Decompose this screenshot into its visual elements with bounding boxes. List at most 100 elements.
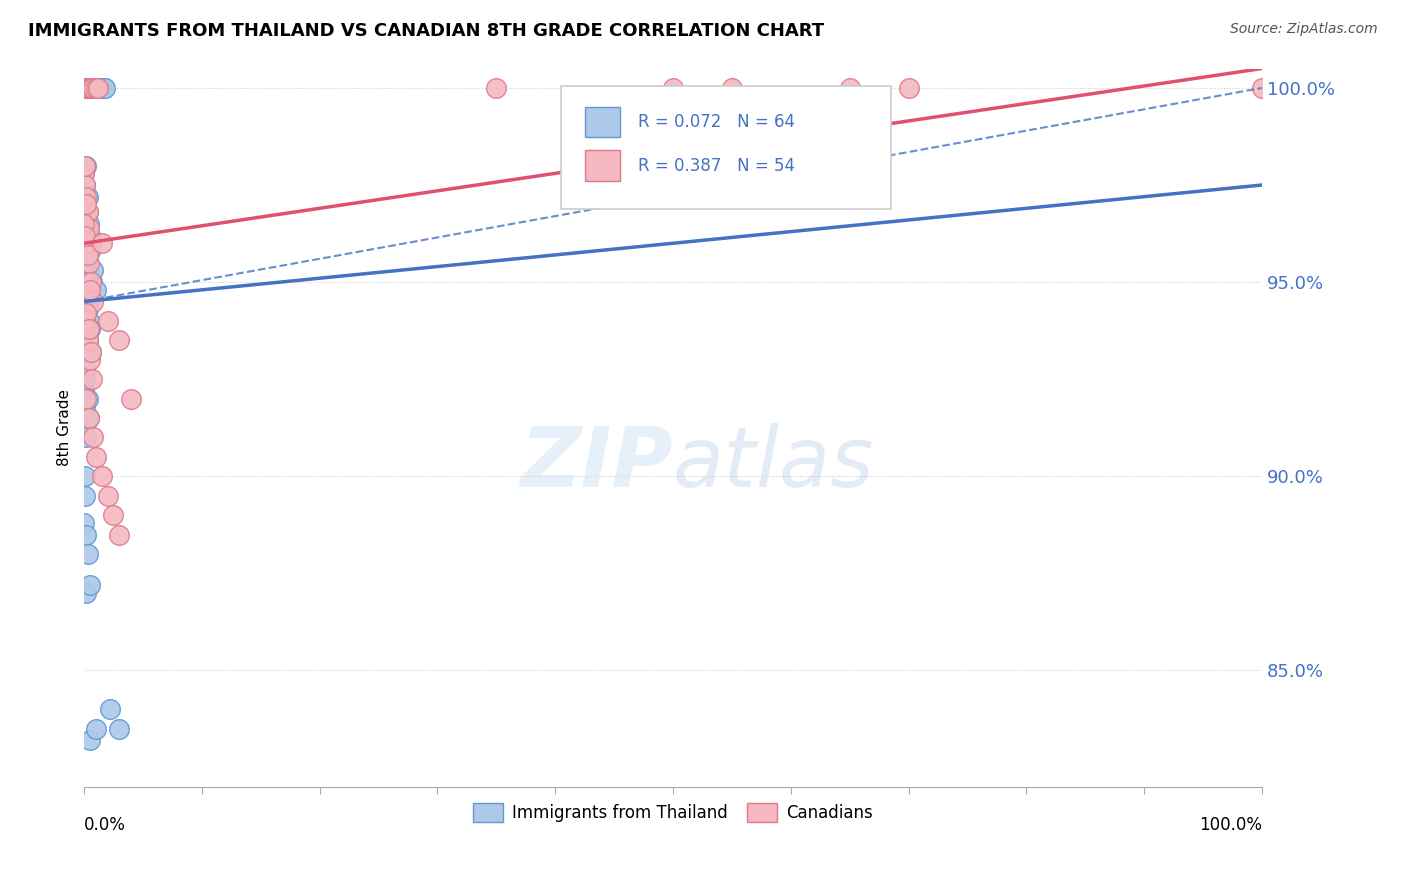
Point <box>76 81 98 95</box>
Point <box>76 334 98 348</box>
Point <box>76 302 98 317</box>
Point <box>79 244 101 258</box>
Point <box>91 81 114 95</box>
Point <box>80 81 103 95</box>
Text: ZIP: ZIP <box>520 423 673 504</box>
Point <box>87 81 110 95</box>
Point <box>108 334 131 348</box>
Point <box>75 178 97 192</box>
Point <box>73 166 96 180</box>
Point <box>90 236 112 251</box>
Point <box>75 255 97 269</box>
Point <box>73 81 96 95</box>
Point <box>75 415 97 429</box>
Point <box>662 81 685 95</box>
Point <box>79 81 101 95</box>
Point <box>79 733 101 747</box>
Point <box>75 255 97 269</box>
Point <box>80 236 103 251</box>
Point <box>75 283 97 297</box>
Point <box>73 384 96 398</box>
Point <box>75 469 97 483</box>
Point <box>75 360 97 375</box>
Point <box>84 81 107 95</box>
Point <box>76 205 98 219</box>
Point <box>73 294 96 309</box>
Point <box>77 81 100 95</box>
Point <box>103 508 125 522</box>
Point <box>82 294 104 309</box>
Point <box>108 527 131 541</box>
Point <box>76 189 98 203</box>
Point <box>76 205 98 219</box>
Point <box>120 392 142 406</box>
Point <box>75 159 97 173</box>
Point <box>80 345 103 359</box>
Point <box>75 430 97 444</box>
Point <box>485 81 508 95</box>
Point <box>86 81 108 95</box>
Point <box>721 81 744 95</box>
FancyBboxPatch shape <box>561 87 891 209</box>
Point <box>80 275 103 289</box>
Point <box>93 81 115 95</box>
Text: 0.0%: 0.0% <box>84 815 127 834</box>
Point <box>82 372 104 386</box>
Text: atlas: atlas <box>673 423 875 504</box>
Point <box>87 81 110 95</box>
Point <box>75 527 97 541</box>
Point <box>73 217 96 231</box>
Point <box>77 321 100 335</box>
Text: 100.0%: 100.0% <box>1199 815 1263 834</box>
Point <box>79 228 101 243</box>
Point <box>96 314 118 328</box>
Legend: Immigrants from Thailand, Canadians: Immigrants from Thailand, Canadians <box>467 797 879 829</box>
Point <box>77 411 100 425</box>
Point <box>75 400 97 414</box>
Point <box>79 236 101 251</box>
Point <box>96 489 118 503</box>
Point <box>76 248 98 262</box>
Point <box>77 81 100 95</box>
Point <box>75 228 97 243</box>
Point <box>77 217 100 231</box>
Point <box>75 197 97 211</box>
Point <box>897 81 920 95</box>
Point <box>79 578 101 592</box>
Point <box>77 314 100 328</box>
Point <box>73 81 96 95</box>
Text: IMMIGRANTS FROM THAILAND VS CANADIAN 8TH GRADE CORRELATION CHART: IMMIGRANTS FROM THAILAND VS CANADIAN 8TH… <box>28 22 824 40</box>
Y-axis label: 8th Grade: 8th Grade <box>58 389 72 467</box>
Text: R = 0.387   N = 54: R = 0.387 N = 54 <box>637 156 794 175</box>
Point <box>75 372 97 386</box>
Point <box>98 702 121 716</box>
Point <box>84 283 107 297</box>
Point <box>79 321 101 335</box>
Point <box>84 722 107 736</box>
Point <box>90 469 112 483</box>
Point <box>1251 81 1274 95</box>
Point <box>73 516 96 530</box>
Point <box>77 294 100 309</box>
Point <box>75 81 97 95</box>
Point <box>108 722 131 736</box>
Point <box>84 81 107 95</box>
Text: R = 0.072   N = 64: R = 0.072 N = 64 <box>637 113 794 131</box>
Point <box>80 345 103 359</box>
Point <box>75 178 97 192</box>
Point <box>75 236 97 251</box>
Point <box>75 159 97 173</box>
Point <box>838 81 860 95</box>
Point <box>76 268 98 282</box>
Point <box>79 352 101 367</box>
Point <box>76 392 98 406</box>
Text: Source: ZipAtlas.com: Source: ZipAtlas.com <box>1230 22 1378 37</box>
Point <box>89 81 111 95</box>
Point <box>80 81 103 95</box>
Point <box>77 411 100 425</box>
Point <box>82 263 104 277</box>
Point <box>82 81 104 95</box>
Point <box>75 81 97 95</box>
Point <box>77 255 100 269</box>
Point <box>84 450 107 464</box>
